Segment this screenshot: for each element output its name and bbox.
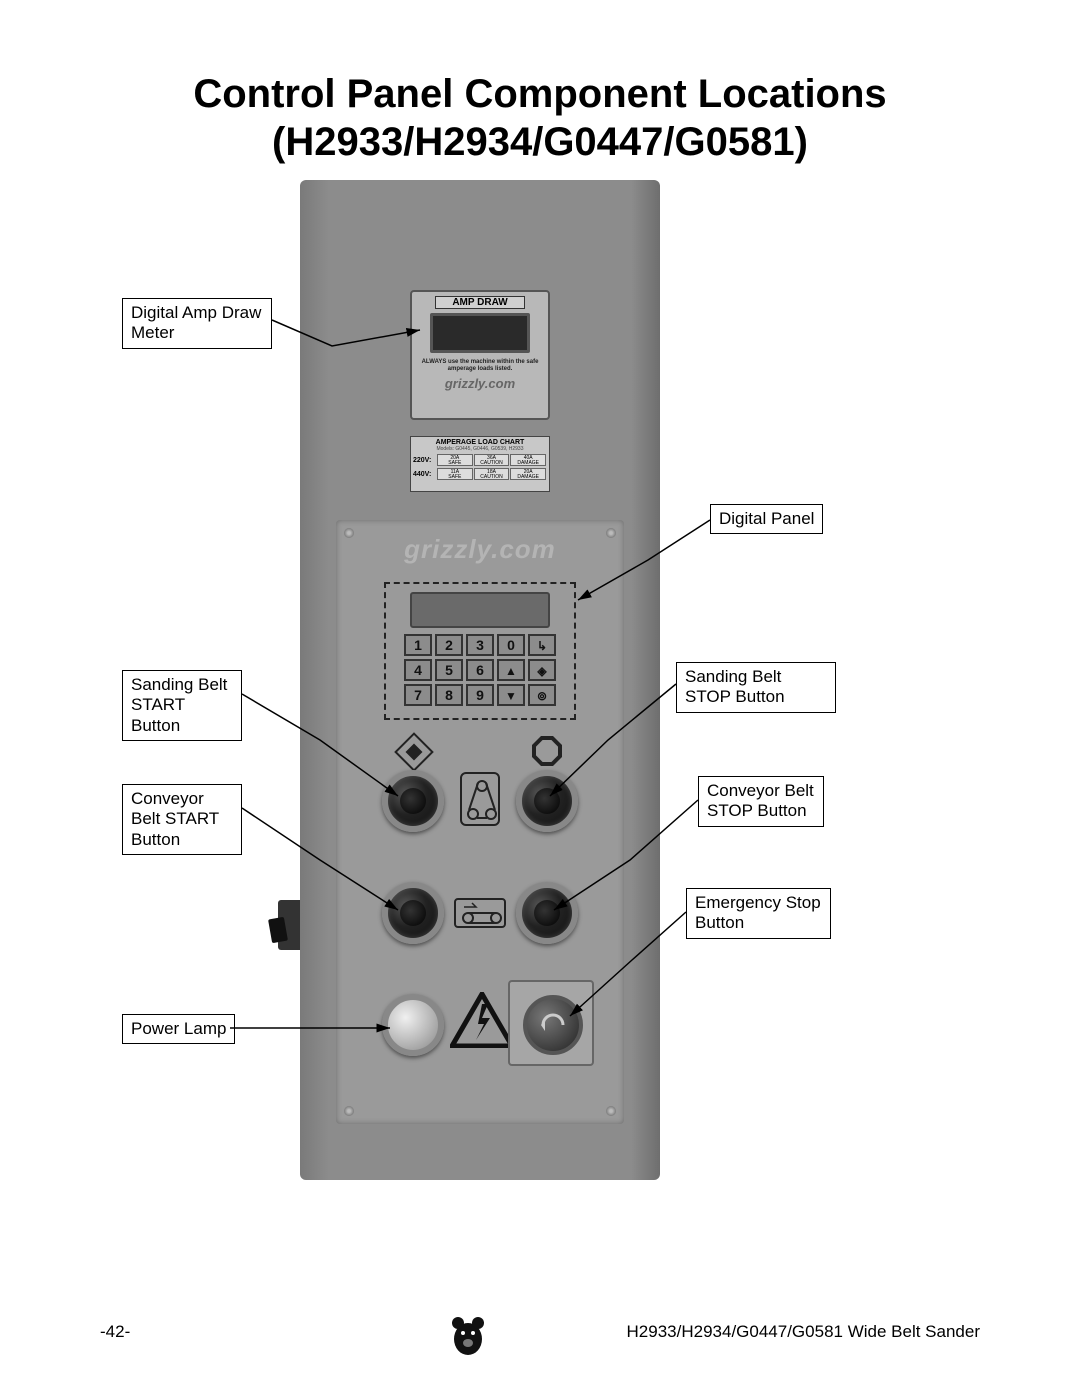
- keypad-key-down[interactable]: ▼: [497, 684, 525, 706]
- keypad-key-mode[interactable]: ◈: [528, 659, 556, 681]
- control-panel-column: AMP DRAW ALWAYS use the machine within t…: [300, 180, 660, 1180]
- keypad-key-5[interactable]: 5: [435, 659, 463, 681]
- stop-symbol-icon: [532, 736, 562, 766]
- keypad-key-4[interactable]: 4: [404, 659, 432, 681]
- keypad-key-enter[interactable]: ↳: [528, 634, 556, 656]
- side-disconnect-switch[interactable]: [278, 900, 300, 950]
- callout-sb-start: Sanding Belt START Button: [122, 670, 242, 741]
- amp-draw-meter: AMP DRAW ALWAYS use the machine within t…: [410, 290, 550, 420]
- keypad-key-up[interactable]: ▲: [497, 659, 525, 681]
- digital-panel-keypad: 1 2 3 0 ↳ 4 5 6 ▲ ◈ 7 8 9 ▼ ⊚: [400, 634, 560, 706]
- conveyor-belt-start-button[interactable]: [382, 882, 444, 944]
- power-lamp: [382, 994, 444, 1056]
- title-line-1: Control Panel Component Locations: [0, 70, 1080, 118]
- conveyor-belt-stop-button[interactable]: [516, 882, 578, 944]
- callout-cb-stop: Conveyor Belt STOP Button: [698, 776, 824, 827]
- callout-cb-start: Conveyor Belt START Button: [122, 784, 242, 855]
- sanding-belt-icon: [460, 772, 500, 826]
- document-title-footer: H2933/H2934/G0447/G0581 Wide Belt Sander: [627, 1322, 980, 1342]
- page-number: -42-: [100, 1322, 130, 1342]
- grizzly-bear-logo-icon: [448, 1313, 488, 1357]
- keypad-key-8[interactable]: 8: [435, 684, 463, 706]
- title-line-2: (H2933/H2934/G0447/G0581): [0, 118, 1080, 166]
- keypad-key-9[interactable]: 9: [466, 684, 494, 706]
- keypad-key-0[interactable]: 0: [497, 634, 525, 656]
- high-voltage-warning-icon: [450, 992, 514, 1048]
- keypad-key-1[interactable]: 1: [404, 634, 432, 656]
- callout-sb-stop: Sanding Belt STOP Button: [676, 662, 836, 713]
- amperage-load-chart: AMPERAGE LOAD CHART Models: G0445, G0446…: [410, 436, 550, 492]
- amp-draw-warning: ALWAYS use the machine within the safe a…: [412, 357, 548, 374]
- keypad-key-2[interactable]: 2: [435, 634, 463, 656]
- page-title: Control Panel Component Locations (H2933…: [0, 70, 1080, 166]
- panel-screw: [344, 1106, 354, 1116]
- keypad-key-7[interactable]: 7: [404, 684, 432, 706]
- callout-amp-meter: Digital Amp Draw Meter: [122, 298, 272, 349]
- keypad-key-3[interactable]: 3: [466, 634, 494, 656]
- callout-digital-panel: Digital Panel: [710, 504, 823, 534]
- conveyor-belt-icon: [454, 898, 506, 928]
- start-symbol-icon: [394, 732, 434, 772]
- keypad-key-6[interactable]: 6: [466, 659, 494, 681]
- load-chart-row-220: 220V: 20ASAFE 36ACAUTION 40ADAMAGE: [413, 454, 547, 466]
- emergency-stop-button[interactable]: [523, 995, 583, 1055]
- amp-draw-header: AMP DRAW: [435, 296, 525, 309]
- load-chart-subtitle: Models: G0445, G0446, G0539, H2933: [413, 446, 547, 452]
- sanding-belt-start-button[interactable]: [382, 770, 444, 832]
- emergency-stop-housing: [508, 980, 594, 1066]
- callout-power-lamp: Power Lamp: [122, 1014, 235, 1044]
- amp-draw-screen: [430, 313, 530, 353]
- amp-draw-brand: grizzly.com: [412, 376, 548, 391]
- callout-estop: Emergency Stop Button: [686, 888, 831, 939]
- keypad-key-set[interactable]: ⊚: [528, 684, 556, 706]
- subpanel-brand: grizzly.com: [336, 534, 624, 565]
- load-chart-title: AMPERAGE LOAD CHART: [413, 439, 547, 446]
- sanding-belt-stop-button[interactable]: [516, 770, 578, 832]
- digital-panel: 1 2 3 0 ↳ 4 5 6 ▲ ◈ 7 8 9 ▼ ⊚: [384, 582, 576, 720]
- panel-screw: [606, 1106, 616, 1116]
- operator-sub-panel: grizzly.com 1 2 3 0 ↳ 4 5 6 ▲ ◈ 7 8 9 ▼ …: [336, 520, 624, 1124]
- load-chart-row-440: 440V: 11ASAFE 18ACAUTION 20ADAMAGE: [413, 468, 547, 480]
- digital-panel-screen: [410, 592, 550, 628]
